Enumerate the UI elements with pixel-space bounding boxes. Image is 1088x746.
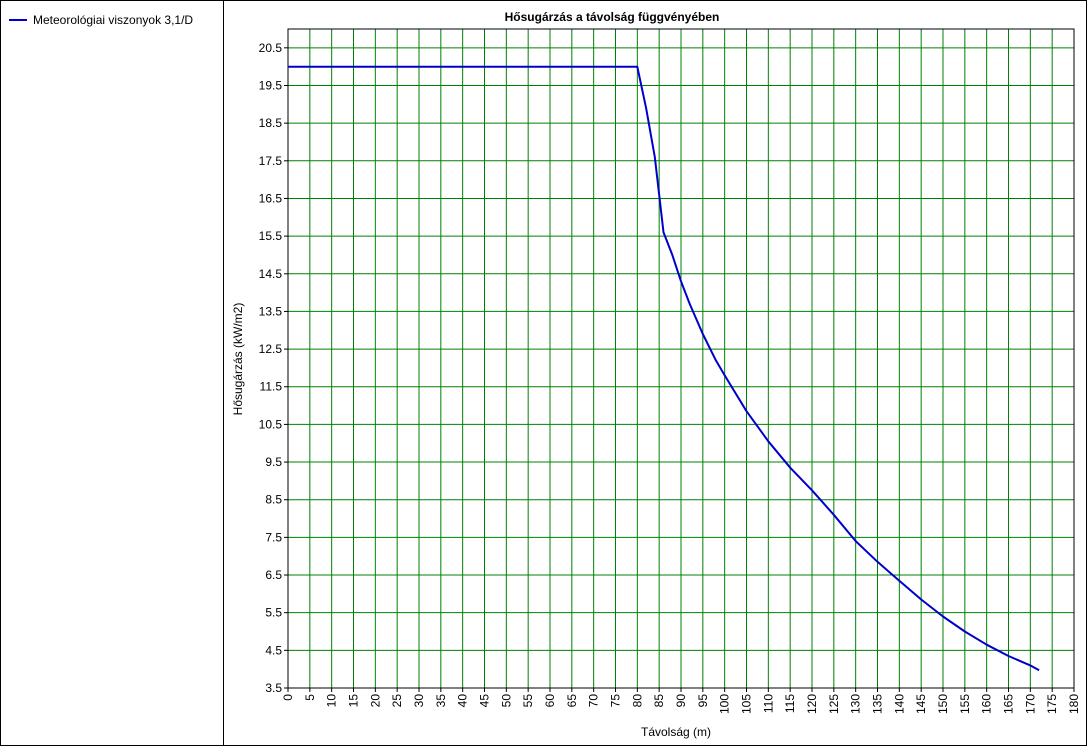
x-tick-label: 135 [871,694,885,714]
y-tick-label: 3.5 [265,681,282,695]
legend-panel: Meteorológiai viszonyok 3,1/D [0,0,225,746]
grid [287,29,1075,689]
x-tick-label: 20 [368,694,382,708]
y-tick-label: 9.5 [265,455,282,469]
x-tick-label: 125 [827,694,841,714]
y-tick-label: 11.5 [260,380,283,394]
x-tick-label: 30 [412,694,426,708]
chart-panel: Hősugárzás a távolság függvényében 3.5 4.… [224,0,1087,746]
y-tick-label: 13.5 [259,304,283,318]
x-tick-label: 120 [805,694,819,714]
x-tick-label: 85 [652,694,666,708]
x-tick-label: 165 [1002,694,1016,714]
x-tick-label: 10 [325,694,339,708]
y-tick-label: 16.5 [259,191,283,205]
x-tick-label: 25 [390,694,404,708]
x-tick-label: 60 [543,694,557,708]
y-tick-label: 8.5 [265,493,282,507]
x-axis-ticks: 0 5 10 15 20 25 30 35 40 45 50 55 60 65 70 75 80 85 90 95 10… [281,688,1081,714]
x-tick-label: 110 [761,694,775,713]
x-tick-label: 145 [914,694,928,714]
x-tick-label: 140 [892,694,906,714]
x-tick-label: 130 [849,694,863,714]
series-layer [288,65,1040,672]
y-axis-label: Hősugárzás (kW/m2) [231,303,245,416]
y-tick-label: 4.5 [265,643,282,657]
x-tick-label: 170 [1023,694,1037,714]
y-tick-label: 5.5 [265,606,282,620]
x-tick-label: 65 [565,694,579,708]
legend-label: Meteorológiai viszonyok 3,1/D [33,13,194,27]
x-tick-label: 105 [740,694,754,714]
x-tick-label: 75 [609,694,623,708]
series-line [288,65,1040,672]
x-tick-label: 90 [674,694,688,708]
legend-swatch [9,19,27,21]
x-tick-label: 50 [499,694,513,708]
y-tick-label: 14.5 [259,267,283,281]
x-tick-label: 100 [718,694,732,714]
x-tick-label: 95 [696,694,710,708]
x-tick-label: 175 [1045,694,1059,714]
y-tick-label: 15.5 [259,229,283,243]
x-tick-label: 160 [980,694,994,714]
y-tick-label: 20.5 [259,41,283,55]
y-tick-label: 7.5 [265,530,282,544]
x-tick-label: 150 [936,694,950,714]
y-tick-label: 17.5 [259,154,283,168]
y-tick-label: 10.5 [259,417,283,431]
x-tick-label: 0 [281,694,295,701]
x-tick-label: 5 [303,694,317,701]
x-tick-label: 55 [521,694,535,708]
y-tick-label: 19.5 [259,78,283,92]
x-axis-label: Távolság (m) [641,725,711,739]
y-tick-label: 6.5 [265,568,282,582]
x-tick-label: 80 [630,694,644,708]
x-tick-label: 35 [434,694,448,708]
legend-entry: Meteorológiai viszonyok 3,1/D [9,13,193,27]
chart-title: Hősugárzás a távolság függvényében [505,10,720,24]
x-tick-label: 40 [456,694,470,708]
y-tick-label: 18.5 [259,116,283,130]
x-tick-label: 70 [587,694,601,708]
x-tick-label: 115 [783,694,797,713]
y-axis-ticks: 3.5 4.5 5.5 6.5 7.5 8.5 9.5 10.5 11.5 12.5 13.5 14.… [259,41,288,695]
x-tick-label: 45 [478,694,492,708]
line-chart: Hősugárzás a távolság függvényében 3.5 4.… [231,10,1081,739]
x-tick-label: 15 [347,694,361,708]
y-tick-label: 12.5 [259,342,283,356]
x-tick-label: 155 [958,694,972,714]
x-tick-label: 180 [1067,694,1081,714]
